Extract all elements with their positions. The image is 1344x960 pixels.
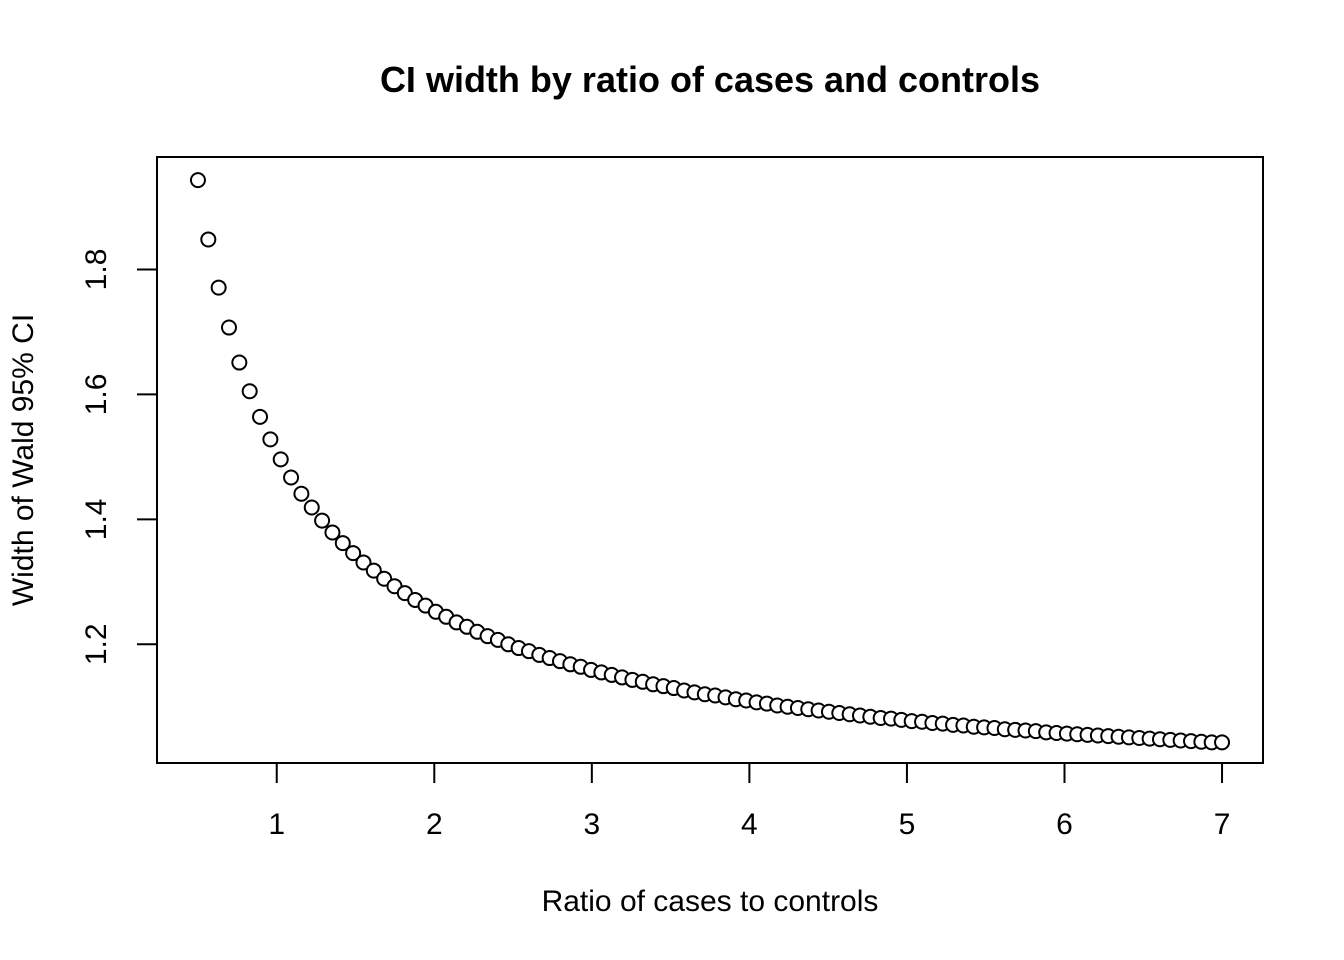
data-point	[324, 524, 341, 541]
data-point	[220, 319, 237, 336]
x-axis: 1 2 3 4 5 6 7	[268, 762, 1231, 841]
x-tick-label: 1	[268, 808, 285, 841]
y-tick-label: 1.4	[80, 498, 113, 540]
y-axis: 1.2 1.4 1.6 1.8	[80, 249, 158, 665]
data-point	[231, 354, 248, 371]
x-tick-label: 4	[741, 808, 758, 841]
x-axis-label: Ratio of cases to controls	[542, 885, 879, 918]
x-tick-label: 5	[899, 808, 916, 841]
y-axis-label: Width of Wald 95% CI	[7, 314, 40, 606]
data-point	[252, 408, 269, 425]
data-point	[189, 172, 206, 189]
data-points	[189, 172, 1231, 751]
x-tick-label: 7	[1214, 808, 1231, 841]
data-point	[355, 554, 372, 571]
data-point	[334, 535, 351, 552]
data-point	[283, 469, 300, 486]
data-point	[1214, 734, 1231, 751]
x-tick-label: 2	[426, 808, 443, 841]
y-tick-label: 1.6	[80, 374, 113, 416]
data-point	[241, 383, 258, 400]
y-tick-label: 1.2	[80, 623, 113, 665]
data-point	[293, 485, 310, 502]
data-point	[262, 431, 279, 448]
y-tick-label: 1.8	[80, 249, 113, 291]
data-point	[272, 451, 289, 468]
x-tick-label: 3	[583, 808, 600, 841]
data-point	[314, 512, 331, 529]
data-point	[365, 562, 382, 579]
chart-title: CI width by ratio of cases and controls	[380, 59, 1040, 100]
plot-frame	[156, 156, 1264, 764]
data-point	[210, 279, 227, 296]
data-point	[303, 499, 320, 516]
data-point	[200, 231, 217, 248]
data-point	[345, 545, 362, 562]
x-tick-label: 6	[1056, 808, 1073, 841]
